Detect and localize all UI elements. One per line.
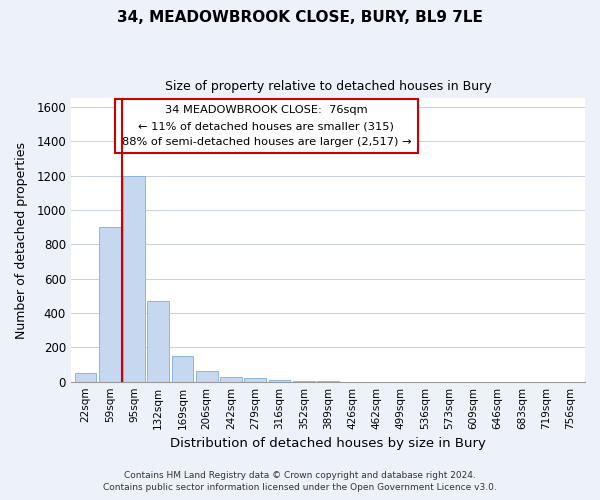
Title: Size of property relative to detached houses in Bury: Size of property relative to detached ho… — [164, 80, 491, 93]
Bar — [293, 381, 314, 382]
Bar — [123, 176, 145, 382]
Bar — [244, 378, 266, 382]
Bar — [317, 381, 339, 382]
Y-axis label: Number of detached properties: Number of detached properties — [15, 142, 28, 338]
Text: 34 MEADOWBROOK CLOSE:  76sqm
← 11% of detached houses are smaller (315)
88% of s: 34 MEADOWBROOK CLOSE: 76sqm ← 11% of det… — [122, 106, 411, 146]
Text: 34, MEADOWBROOK CLOSE, BURY, BL9 7LE: 34, MEADOWBROOK CLOSE, BURY, BL9 7LE — [117, 10, 483, 25]
Bar — [220, 376, 242, 382]
Bar — [74, 373, 97, 382]
X-axis label: Distribution of detached houses by size in Bury: Distribution of detached houses by size … — [170, 437, 486, 450]
Bar — [148, 301, 169, 382]
Bar — [269, 380, 290, 382]
Bar — [172, 356, 193, 382]
Bar — [99, 227, 121, 382]
Text: Contains HM Land Registry data © Crown copyright and database right 2024.
Contai: Contains HM Land Registry data © Crown c… — [103, 471, 497, 492]
Bar — [196, 372, 218, 382]
